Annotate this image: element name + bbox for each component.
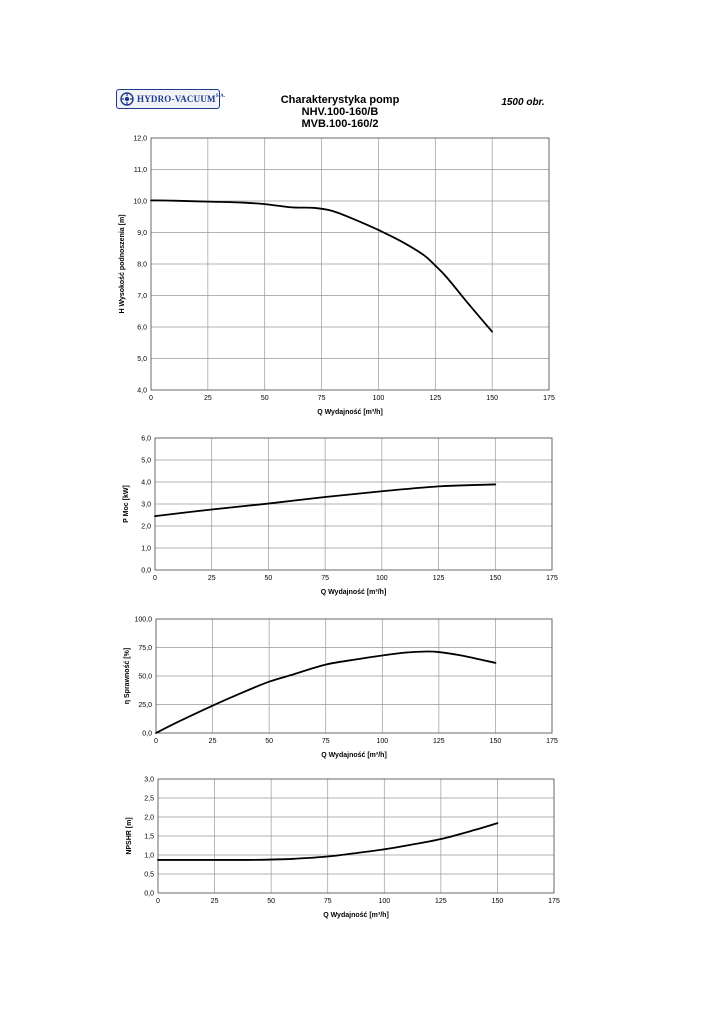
efficiency-x-tick-label: 0 (154, 738, 158, 745)
head-x-tick-label: 100 (373, 395, 385, 402)
head-y-tick-label: 11,0 (134, 167, 147, 174)
npshr-x-tick-label: 150 (492, 898, 504, 905)
logo-name: HYDRO-VACUUM (137, 94, 216, 104)
power-y-tick-label: 4,0 (141, 480, 151, 487)
npshr-y-tick-label: 0,0 (144, 891, 154, 898)
power-x-tick-label: 100 (376, 575, 388, 582)
npshr-x-tick-label: 175 (548, 898, 560, 905)
power-y-tick-label: 2,0 (141, 524, 151, 531)
npshr-y-tick-label: 1,5 (144, 834, 154, 841)
efficiency-x-tick-label: 25 (209, 738, 217, 745)
power-x-tick-label: 50 (265, 575, 273, 582)
efficiency-x-tick-label: 75 (322, 738, 330, 745)
efficiency-curve (155, 650, 497, 734)
head-x-tick-label: 25 (204, 395, 212, 402)
speed-label: 1500 obr. (501, 97, 545, 108)
efficiency-x-tick-label: 150 (490, 738, 502, 745)
head-chart: 4,0 5,0 6,0 7,0 8,0 9,0 10,0 11,0 12,0 0 25 50 75 100… (119, 136, 555, 417)
npshr-y-tick-label: 2,0 (144, 815, 154, 822)
head-x-tick-label: 175 (543, 395, 555, 402)
npshr-y-tick-label: 1,0 (144, 853, 154, 860)
efficiency-y-tick-label: 25,0 (138, 702, 152, 709)
efficiency-x-tick-label: 175 (546, 738, 558, 745)
efficiency-y-tick-label: 75,0 (138, 645, 152, 652)
power-y-tick-label: 1,0 (141, 546, 151, 553)
npshr-curve (157, 822, 499, 861)
head-x-tick-label: 150 (486, 395, 498, 402)
power-x-tick-label: 175 (546, 575, 558, 582)
title-line-3: MVB.100-160/2 (301, 118, 379, 130)
power-curve (154, 483, 497, 517)
head-y-tick-label: 6,0 (137, 325, 147, 332)
head-y-tick-label: 12,0 (133, 136, 147, 143)
page-title: Charakterystyka pomp NHV.100-160/B MVB.1… (240, 94, 440, 130)
efficiency-plot-frame (155, 618, 553, 734)
title-line-1: Charakterystyka pomp (280, 94, 400, 106)
npshr-x-tick-label: 125 (435, 898, 447, 905)
head-x-tick-label: 125 (429, 395, 441, 402)
head-plot-frame (150, 137, 550, 391)
head-y-tick-label: 5,0 (137, 356, 147, 363)
npshr-chart: 0,0 0,5 1,0 1,5 2,0 2,5 3,0 0 25 50 75 100 125 150 175… (126, 777, 560, 920)
npshr-plot-frame (157, 778, 555, 894)
efficiency-y-tick-label: 0,0 (142, 731, 152, 738)
efficiency-y-axis-label: η Sprawność [%] (124, 648, 131, 704)
head-y-tick-label: 8,0 (137, 262, 147, 269)
power-y-axis-label: P Moc [kW] (123, 485, 130, 523)
logo-text: HYDRO-VACUUMS.A. (137, 94, 225, 104)
company-logo: HYDRO-VACUUMS.A. (116, 89, 225, 109)
npshr-x-tick-label: 25 (211, 898, 219, 905)
power-x-tick-label: 150 (489, 575, 501, 582)
efficiency-x-axis-label: Q Wydajność [m³/h] (321, 752, 387, 759)
efficiency-y-tick-label: 100,0 (134, 617, 152, 624)
power-y-tick-label: 6,0 (141, 436, 151, 443)
npshr-x-tick-label: 50 (267, 898, 275, 905)
power-y-tick-label: 0,0 (141, 568, 151, 575)
power-y-tick-label: 3,0 (141, 502, 151, 509)
title-line-2: NHV.100-160/B (301, 106, 379, 118)
power-x-tick-label: 0 (153, 575, 157, 582)
efficiency-x-tick-label: 100 (376, 738, 388, 745)
npshr-x-tick-label: 0 (156, 898, 160, 905)
power-x-tick-label: 25 (208, 575, 216, 582)
pump-emblem-icon (120, 92, 134, 106)
head-y-tick-label: 7,0 (137, 293, 147, 300)
npshr-y-tick-label: 3,0 (144, 777, 154, 784)
npshr-x-axis-label: Q Wydajność [m³/h] (323, 912, 389, 919)
efficiency-x-tick-label: 50 (265, 738, 273, 745)
power-chart: 0,0 1,0 2,0 3,0 4,0 5,0 6,0 0 25 50 75 100 125 150 175… (123, 436, 558, 597)
npshr-x-tick-label: 100 (378, 898, 390, 905)
head-y-tick-label: 9,0 (137, 230, 147, 237)
efficiency-x-tick-label: 125 (433, 738, 445, 745)
head-curve (150, 199, 494, 333)
head-x-axis-label: Q Wydajność [m³/h] (317, 409, 383, 416)
head-y-axis-label: H Wysokość podnoszenia [m] (119, 214, 126, 313)
logo-suffix: S.A. (215, 94, 226, 99)
head-x-tick-label: 50 (261, 395, 269, 402)
power-x-tick-label: 75 (321, 575, 329, 582)
npshr-y-tick-label: 2,5 (144, 796, 154, 803)
head-y-tick-label: 4,0 (137, 388, 147, 395)
head-x-tick-label: 0 (149, 395, 153, 402)
npshr-y-tick-label: 0,5 (144, 872, 154, 879)
npshr-x-tick-label: 75 (324, 898, 332, 905)
power-x-axis-label: Q Wydajność [m³/h] (321, 589, 387, 596)
head-x-tick-label: 75 (318, 395, 326, 402)
power-x-tick-label: 125 (433, 575, 445, 582)
npshr-y-axis-label: NPSHR [m] (126, 817, 133, 854)
power-y-tick-label: 5,0 (141, 458, 151, 465)
power-plot-frame (154, 437, 553, 571)
efficiency-chart: 0,0 25,0 50,0 75,0 100,0 0 25 50 75 100 125 150 175 Q… (124, 617, 558, 760)
head-y-tick-label: 10,0 (133, 199, 147, 206)
efficiency-y-tick-label: 50,0 (138, 674, 152, 681)
